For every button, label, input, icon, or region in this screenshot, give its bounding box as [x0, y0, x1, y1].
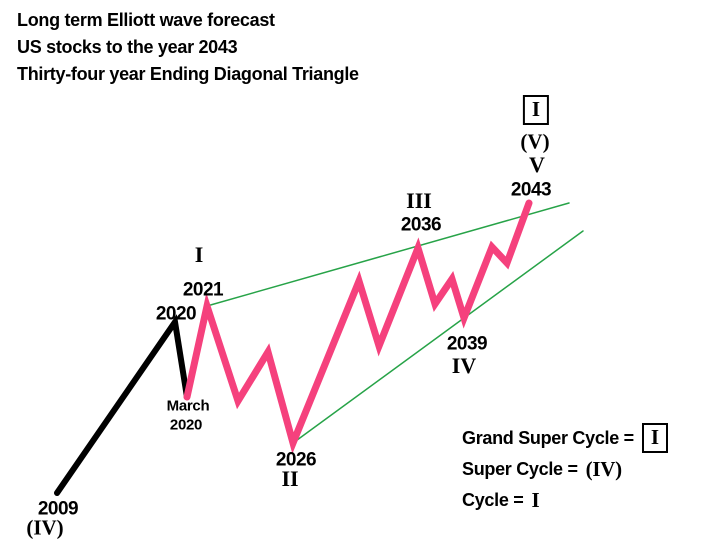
trendline-lower — [292, 230, 584, 444]
label-year-2009: 2009 — [37, 498, 79, 520]
label-wave-i: I — [194, 242, 204, 267]
title-line-3: Thirty-four year Ending Diagonal Triangl… — [17, 64, 359, 84]
label-year-2043: 2043 — [510, 179, 552, 201]
label-wave-v: V — [529, 152, 545, 177]
legend-symbol-paren-iv: (IV) — [585, 456, 622, 481]
legend-label: Grand Super Cycle = — [462, 427, 634, 448]
legend-label: Super Cycle = — [462, 458, 578, 479]
title-line-2: US stocks to the year 2043 — [17, 37, 238, 57]
legend-label: Cycle = — [462, 489, 524, 510]
forecast-wave-line — [183, 199, 533, 454]
legend-symbol-i: I — [531, 487, 540, 512]
cycle-degree-legend: Grand Super Cycle = I Super Cycle = (IV)… — [462, 423, 668, 514]
historical-price-line — [54, 314, 190, 496]
label-year-2020: 2020 — [155, 303, 197, 325]
label-grand-supercycle-wave-i: I — [522, 95, 550, 125]
legend-row-grand-super-cycle: Grand Super Cycle = I — [462, 423, 668, 453]
label-wave-ii: II — [281, 466, 299, 491]
label-march-2020-line2: 2020 — [169, 416, 203, 434]
trendline-upper — [206, 202, 570, 307]
legend-row-cycle: Cycle = I — [462, 486, 668, 514]
chart-title-block: Long term Elliott wave forecast US stock… — [17, 7, 359, 88]
legend-row-super-cycle: Super Cycle = (IV) — [462, 455, 668, 483]
label-cycle-wave-v: (V) — [520, 129, 550, 154]
label-year-2039: 2039 — [446, 333, 488, 355]
title-line-1: Long term Elliott wave forecast — [17, 10, 275, 30]
legend-symbol-boxed-i: I — [641, 423, 668, 453]
label-year-2026: 2026 — [275, 449, 317, 471]
label-year-2021: 2021 — [182, 279, 224, 301]
label-year-2036: 2036 — [400, 214, 442, 236]
label-wave-iii: III — [406, 188, 432, 213]
label-march-2020-line1: March — [166, 397, 210, 415]
label-wave-iv: IV — [451, 353, 477, 378]
label-supercycle-wave-iv: (IV) — [26, 515, 64, 540]
